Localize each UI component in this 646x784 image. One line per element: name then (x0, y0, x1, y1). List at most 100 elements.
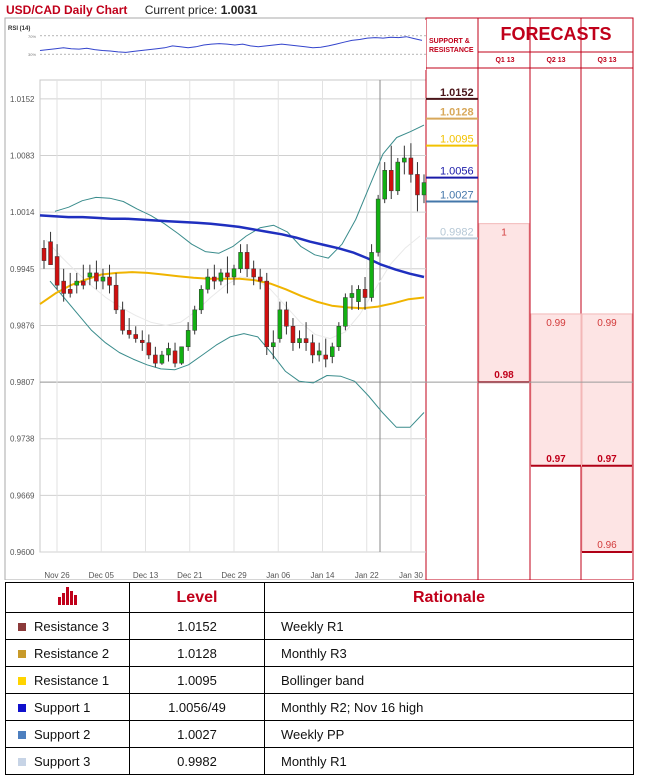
candle (81, 280, 86, 286)
level-label: 1.0095 (440, 134, 474, 146)
forecast-bottom-label: 0.98 (494, 370, 514, 381)
y-tick-label: 1.0152 (10, 95, 35, 104)
forecast-range (478, 223, 530, 383)
candle (159, 354, 165, 364)
level-value: 1.0152 (129, 612, 265, 640)
candle (74, 280, 80, 286)
color-swatch (18, 757, 26, 766)
candle (231, 268, 237, 278)
y-tick-label: 0.9738 (10, 435, 35, 444)
candle (284, 309, 289, 327)
candle (415, 174, 420, 196)
table-row: Resistance 1 1.0095 Bollinger band (5, 666, 634, 694)
forecast-top-label: 0.99 (546, 318, 566, 329)
y-tick-label: 0.9876 (10, 321, 35, 330)
level-name: Support 3 (34, 753, 91, 769)
candle (310, 342, 315, 356)
support-resistance-heading: SUPPORT & RESISTANCE (429, 38, 474, 54)
forecast-range (530, 313, 582, 467)
rsi-lower-label: 30% (28, 52, 36, 57)
candle (185, 330, 191, 348)
candle (277, 309, 283, 339)
rsi-upper-label: 70% (28, 34, 36, 39)
candle (94, 272, 99, 282)
candle (48, 241, 53, 265)
level-rationale: Weekly PP (264, 720, 634, 748)
color-swatch (18, 622, 26, 631)
candle (290, 326, 296, 343)
candle (323, 354, 328, 360)
level-label: 1.0027 (440, 189, 474, 201)
plot-area (39, 79, 427, 553)
forecast-mid-label: 0.97 (597, 454, 617, 465)
level-label: 1.0152 (440, 87, 474, 99)
y-tick-label: 0.9669 (10, 491, 35, 500)
candle (107, 276, 112, 286)
candle (408, 157, 414, 175)
x-tick-label: Dec 13 (133, 571, 159, 580)
x-tick-label: Jan 22 (355, 571, 380, 580)
candle (336, 326, 342, 348)
candle (330, 346, 335, 357)
candle (146, 342, 152, 356)
candle (251, 268, 256, 278)
candle (218, 272, 224, 282)
level-value: 1.0027 (129, 720, 265, 748)
color-swatch (18, 676, 26, 685)
table-row: Resistance 2 1.0128 Monthly R3 (5, 639, 634, 667)
y-tick-label: 1.0014 (10, 208, 35, 217)
candle (179, 346, 184, 364)
forecast-bottom-label: 0.96 (597, 540, 617, 551)
rsi-label: RSI (14) (8, 26, 30, 32)
quarter-label-q3: Q3 13 (597, 57, 617, 64)
level-label: 1.0128 (440, 107, 474, 119)
y-tick-label: 0.9945 (10, 265, 35, 274)
current-price-value: 1.0031 (220, 3, 258, 17)
forecasts-heading: FORECASTS (500, 24, 612, 44)
levels-table: Level Rationale Resistance 3 1.0152 Week… (5, 582, 634, 775)
candle (100, 276, 106, 282)
candle (349, 293, 355, 298)
table-header-row: Level Rationale (5, 582, 634, 613)
candle (257, 276, 263, 282)
candle (140, 339, 145, 343)
candle (375, 198, 381, 253)
bar-chart-icon (5, 582, 130, 613)
column-header-level: Level (129, 582, 265, 613)
quarter-label-q1: Q1 13 (495, 57, 515, 64)
candle (388, 170, 394, 192)
level-rationale: Monthly R3 (264, 639, 634, 667)
candle (316, 350, 322, 356)
level-rationale: Monthly R2; Nov 16 high (264, 693, 634, 721)
candle (402, 157, 407, 163)
table-row: Support 2 1.0027 Weekly PP (5, 720, 634, 748)
level-value: 1.0056/49 (129, 693, 265, 721)
color-swatch (18, 703, 26, 712)
candle (225, 272, 230, 278)
candle (238, 252, 243, 270)
candle (126, 330, 132, 335)
x-tick-label: Dec 21 (177, 571, 203, 580)
candle (205, 276, 211, 290)
level-value: 1.0128 (129, 639, 265, 667)
y-tick-label: 1.0083 (10, 152, 35, 161)
candle (421, 182, 427, 196)
level-rationale: Weekly R1 (264, 612, 634, 640)
color-swatch (18, 730, 26, 739)
sma-blue (39, 214, 425, 279)
rsi-line (39, 36, 423, 53)
candle (356, 289, 361, 302)
chart-title: USD/CAD Daily Chart Current price: 1.003… (6, 3, 257, 17)
level-name: Resistance 2 (34, 645, 110, 661)
level-name: Resistance 3 (34, 618, 110, 634)
candle (153, 354, 158, 364)
level-label: 0.9982 (440, 226, 474, 238)
candle (133, 334, 138, 339)
bollinger-lower (49, 280, 425, 428)
level-label: 1.0056 (440, 166, 474, 178)
candle (113, 284, 119, 311)
level-value: 0.9982 (129, 747, 265, 775)
x-tick-label: Jan 14 (310, 571, 335, 580)
x-tick-label: Dec 05 (89, 571, 115, 580)
candle (166, 348, 171, 356)
